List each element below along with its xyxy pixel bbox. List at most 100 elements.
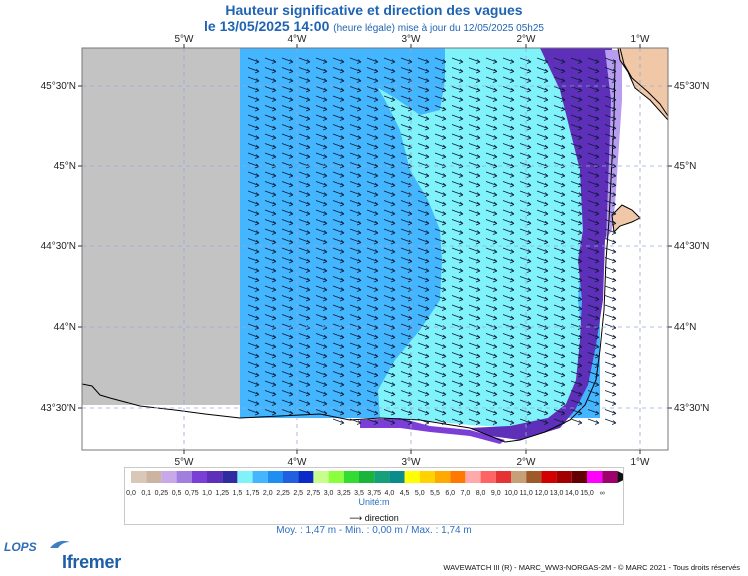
- direction-arrow: [298, 190, 311, 197]
- direction-arrow: [366, 200, 379, 207]
- direction-arrow: [417, 124, 430, 131]
- direction-arrow: [332, 124, 345, 131]
- direction-arrow: [332, 257, 345, 264]
- direction-arrow: [349, 114, 362, 121]
- legend-swatch: [222, 471, 238, 483]
- direction-arrow: [264, 409, 277, 416]
- direction-arrow: [587, 238, 600, 245]
- direction-arrow: [468, 361, 481, 368]
- direction-arrow: [587, 171, 600, 178]
- direction-arrow: [400, 57, 413, 64]
- direction-arrow: [553, 105, 566, 112]
- direction-arrow: [468, 219, 481, 226]
- direction-arrow: [366, 162, 379, 169]
- direction-arrow: [383, 276, 396, 283]
- direction-arrow: [553, 314, 566, 321]
- direction-arrow: [502, 361, 515, 368]
- direction-arrow: [264, 200, 277, 207]
- direction-arrow: [383, 266, 396, 273]
- direction-arrow: [281, 95, 294, 102]
- direction-arrow: [485, 143, 498, 150]
- legend-swatch: [267, 471, 283, 483]
- direction-arrow: [281, 247, 294, 254]
- direction-arrow: [587, 86, 600, 93]
- direction-arrow: [417, 295, 430, 302]
- direction-arrow: [519, 181, 532, 188]
- direction-arrow: [400, 257, 413, 264]
- direction-arrow: [570, 200, 583, 207]
- direction-arrow: [604, 333, 617, 340]
- direction-arrow: [468, 114, 481, 121]
- direction-arrow: [332, 342, 345, 349]
- direction-arrow: [383, 181, 396, 188]
- direction-arrow: [604, 295, 617, 302]
- direction-arrow: [553, 304, 566, 311]
- direction-arrow: [315, 228, 328, 235]
- direction-arrow: [247, 371, 260, 378]
- direction-arrow: [332, 238, 345, 245]
- direction-arrow: [332, 323, 345, 330]
- direction-arrow: [536, 257, 549, 264]
- direction-arrow: [570, 228, 583, 235]
- direction-arrow: [502, 209, 515, 216]
- legend-label: 1,25: [215, 490, 229, 497]
- legend-swatch: [359, 471, 375, 483]
- direction-arrow: [366, 323, 379, 330]
- direction-arrow: [366, 152, 379, 159]
- direction-arrow: [604, 323, 617, 330]
- direction-arrow: [468, 399, 481, 406]
- direction-arrow: [570, 276, 583, 283]
- direction-arrow: [366, 342, 379, 349]
- direction-arrow: [298, 67, 311, 74]
- direction-arrow: [332, 200, 345, 207]
- direction-arrow: [570, 257, 583, 264]
- direction-arrow: [247, 152, 260, 159]
- lat-label-right-43-30: 43°30'N: [674, 403, 709, 414]
- direction-arrow: [604, 266, 617, 273]
- graticule: [82, 48, 668, 450]
- direction-arrow: [536, 143, 549, 150]
- direction-arrow: [315, 361, 328, 368]
- direction-arrow: [434, 371, 447, 378]
- direction-arrow: [536, 390, 549, 397]
- direction-arrow: [281, 200, 294, 207]
- direction-arrow: [383, 133, 396, 140]
- direction-arrow: [264, 143, 277, 150]
- direction-arrow: [536, 95, 549, 102]
- direction-arrow: [400, 67, 413, 74]
- direction-arrow: [264, 114, 277, 121]
- direction-arrow: [383, 57, 396, 64]
- direction-arrow: [264, 124, 277, 131]
- direction-arrow: [434, 399, 447, 406]
- direction-arrow: [587, 361, 600, 368]
- legend-swatch: [435, 471, 451, 483]
- direction-arrow: [366, 86, 379, 93]
- date-line: le 13/05/2025 14:00 (heure légale) mise …: [0, 18, 748, 34]
- direction-arrow: [570, 143, 583, 150]
- direction-arrow: [366, 371, 379, 378]
- direction-arrow: [587, 314, 600, 321]
- direction-arrow: [247, 361, 260, 368]
- direction-arrow: [553, 352, 566, 359]
- direction-arrow: [315, 105, 328, 112]
- direction-arrow: [400, 105, 413, 112]
- ifremer-logo: Ifremer: [62, 552, 121, 572]
- direction-arrow: [468, 57, 481, 64]
- direction-arrow: [264, 95, 277, 102]
- direction-arrow: [315, 295, 328, 302]
- direction-arrow: [383, 342, 396, 349]
- direction-arrow: [366, 399, 379, 406]
- direction-arrow: [536, 285, 549, 292]
- direction-arrow: [417, 190, 430, 197]
- direction-arrow: [587, 143, 600, 150]
- direction-arrow: [536, 276, 549, 283]
- direction-arrow: [468, 171, 481, 178]
- direction-arrow: [434, 219, 447, 226]
- direction-arrow: [400, 418, 413, 425]
- direction-arrow: [519, 228, 532, 235]
- direction-arrow: [417, 314, 430, 321]
- direction-arrow: [383, 314, 396, 321]
- legend-label: 0,1: [141, 490, 151, 497]
- direction-arrow: [264, 295, 277, 302]
- direction-arrow: [247, 323, 260, 330]
